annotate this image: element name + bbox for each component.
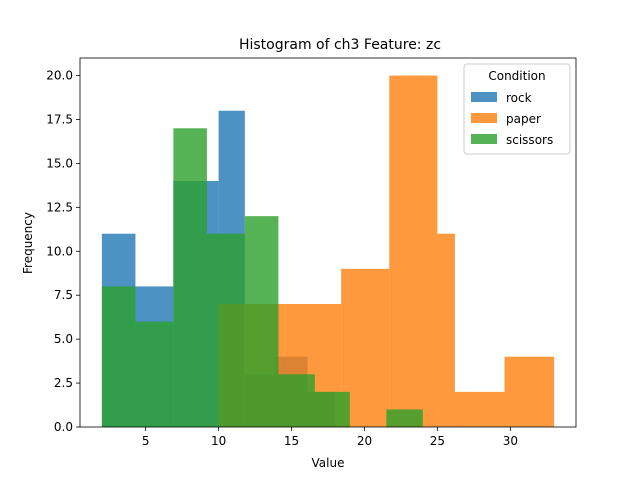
bar-paper-5 [454,391,505,427]
bar-paper-4 [437,233,455,427]
series-scissors [101,128,423,428]
bar-scissors-3 [206,233,245,427]
legend: Condition rock paper scissors [463,63,571,155]
y-tick-label: 5.0 [54,332,73,346]
plot-frame [79,57,577,428]
legend-label-paper: paper [506,112,541,126]
legend-box [463,63,571,155]
x-tick-label: 25 [430,434,445,448]
bar-scissors-6 [314,391,350,427]
y-tick-label: 10.0 [46,244,73,258]
bar-scissors-2 [173,128,207,428]
x-tick-label: 5 [142,434,150,448]
y-tick-label: 20.0 [46,69,73,83]
x-tick-label: 10 [211,434,226,448]
y-tick-label: 15.0 [46,156,73,170]
bars-layer [101,75,555,428]
y-tick-label: 7.5 [54,288,73,302]
legend-label-scissors: scissors [506,133,553,147]
legend-swatch-rock [471,92,497,102]
legend-label-rock: rock [506,91,532,105]
legend-swatch-scissors [471,134,497,144]
bar-scissors-0 [101,286,136,427]
y-tick-label: 17.5 [46,113,73,127]
bar-scissors-5 [278,374,315,427]
bar-paper-6 [504,356,555,427]
y-tick-label: 2.5 [54,376,73,390]
legend-title: Condition [488,69,545,83]
axes-layer: 5 10 15 20 25 30 0.0 2.5 5.0 7.5 10.0 12.5 15.0 17.5 2… [46,57,577,448]
bar-paper-3 [389,75,438,428]
x-tick-label: 15 [284,434,299,448]
bar-scissors-4 [244,216,279,427]
y-tick-label: 0.0 [54,420,73,434]
x-tick-label: 30 [503,434,518,448]
x-tick-label: 20 [357,434,372,448]
bar-scissors-1 [135,321,174,427]
y-axis-label: Frequency [21,212,35,274]
bar-scissors-8 [386,409,423,427]
x-axis-label: Value [312,456,345,470]
legend-swatch-paper [471,113,497,123]
y-tick-label: 12.5 [46,200,73,214]
chart-title: Histogram of ch3 Feature: zc [239,37,441,53]
